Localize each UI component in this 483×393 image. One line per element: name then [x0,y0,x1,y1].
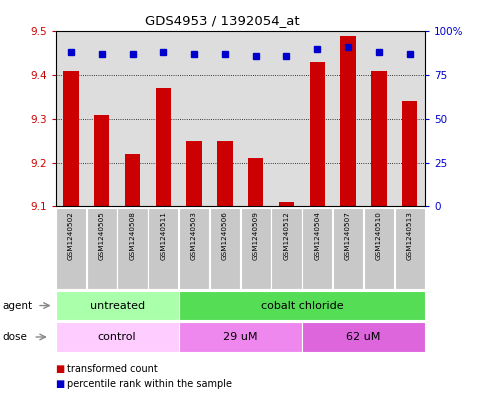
Text: GSM1240507: GSM1240507 [345,211,351,261]
Bar [186,141,202,206]
Bar [310,62,325,206]
Text: untreated: untreated [89,301,145,310]
Bar [86,208,117,289]
Text: GSM1240506: GSM1240506 [222,211,228,261]
Text: GSM1240502: GSM1240502 [68,211,74,261]
Bar [371,71,386,206]
Text: GSM1240509: GSM1240509 [253,211,259,261]
Text: 62 uM: 62 uM [346,332,381,342]
Bar [156,88,171,206]
Text: ■: ■ [56,379,65,389]
Bar [117,208,148,289]
Bar [210,208,240,289]
Text: percentile rank within the sample: percentile rank within the sample [67,379,232,389]
Bar [56,291,179,320]
Bar [217,141,233,206]
Bar [179,291,425,320]
Text: control: control [98,332,136,342]
Bar [364,208,394,289]
Text: transformed count: transformed count [67,364,157,374]
Bar [302,322,425,352]
Text: agent: agent [2,301,32,310]
Text: GSM1240510: GSM1240510 [376,211,382,261]
Bar [341,36,356,206]
Text: GSM1240511: GSM1240511 [160,211,166,261]
Text: cobalt chloride: cobalt chloride [260,301,343,310]
Text: GSM1240503: GSM1240503 [191,211,197,261]
Bar [63,71,79,206]
Text: 29 uM: 29 uM [223,332,257,342]
Bar [302,208,332,289]
Bar [179,208,209,289]
Bar [56,322,179,352]
Bar [395,208,425,289]
Text: GSM1240504: GSM1240504 [314,211,320,261]
Bar [56,208,86,289]
Bar [279,202,294,206]
Text: GSM1240512: GSM1240512 [284,211,289,261]
Bar [94,114,110,206]
Text: GDS4953 / 1392054_at: GDS4953 / 1392054_at [145,14,299,27]
Bar [333,208,363,289]
Bar [179,322,302,352]
Bar [125,154,140,206]
Bar [148,208,178,289]
Bar [402,101,417,206]
Text: GSM1240505: GSM1240505 [99,211,105,261]
Bar [271,208,301,289]
Bar [248,158,263,206]
Bar [241,208,271,289]
Text: GSM1240513: GSM1240513 [407,211,412,261]
Text: GSM1240508: GSM1240508 [129,211,136,261]
Text: dose: dose [2,332,28,342]
Text: ■: ■ [56,364,65,374]
